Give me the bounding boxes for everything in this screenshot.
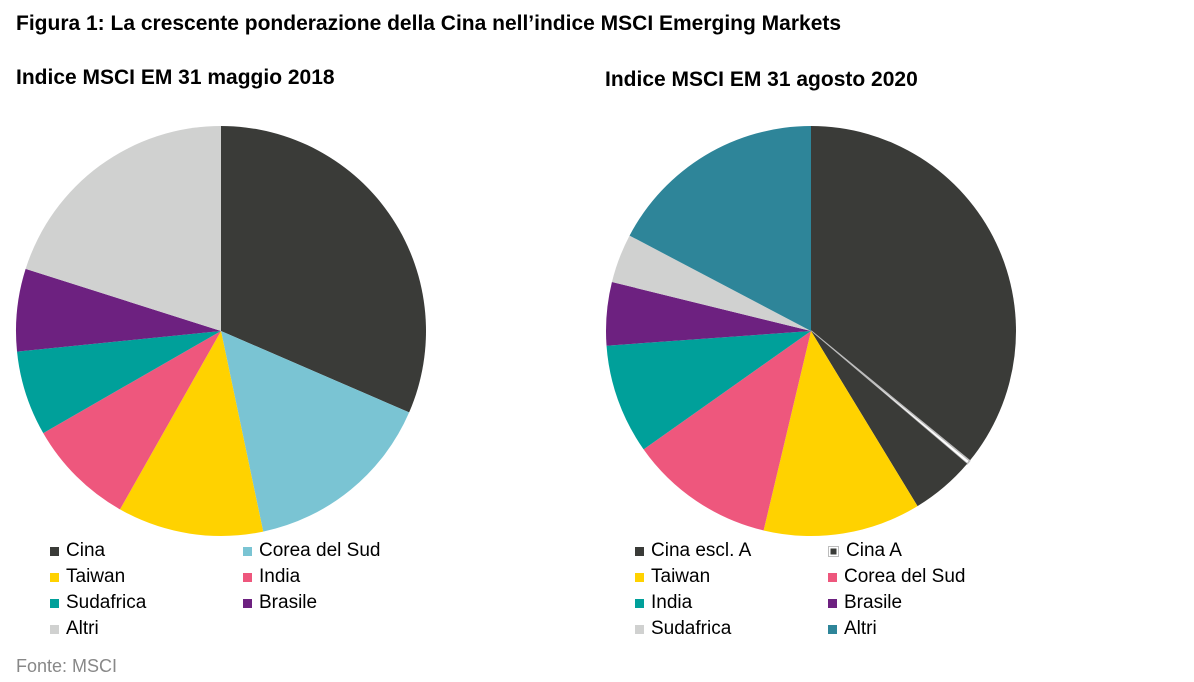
legend-item-2020-taiwan: Taiwan	[635, 566, 710, 588]
figure-title: Figura 1: La crescente ponderazione dell…	[16, 12, 842, 35]
legend-label-2020-india: India	[651, 592, 693, 613]
legend-label-2020-corea-del-sud: Corea del Sud	[844, 566, 966, 587]
legend-label-2020-taiwan: Taiwan	[651, 566, 711, 587]
legend-swatch-2020-cina-escl-a	[635, 546, 644, 556]
pie-slice-2020-india-5	[606, 331, 811, 450]
legend-swatch-2018-brasile	[243, 598, 252, 608]
legend-label-2018-cina: Cina	[66, 540, 106, 561]
legend-item-2018-altri: Altri	[50, 618, 99, 640]
legend-item-2020-cina-escl-a: Cina escl. A	[635, 540, 751, 562]
pie-slice-2020-corea-del-sud-4	[643, 331, 811, 531]
legend-label-2020-altri: Altri	[844, 618, 877, 639]
pie-slice-2020-altri-8	[629, 126, 811, 331]
legend-swatch-2018-corea-del-sud	[243, 546, 252, 556]
legend-item-2018-india: India	[243, 566, 300, 588]
legend-swatch-2020-altri	[828, 624, 837, 634]
pie-slice-2020-sudafrica-7	[611, 235, 811, 331]
legend-label-2018-brasile: Brasile	[259, 592, 318, 613]
legend-label-2018-taiwan: Taiwan	[66, 566, 126, 587]
legend-swatch-2020-cina-a	[828, 545, 839, 557]
legend-item-2018-corea-del-sud: Corea del Sud	[243, 540, 380, 562]
pie-slice-2020-cina-escl-a-0	[811, 126, 1016, 461]
legend-item-2020-brasile: Brasile	[828, 592, 902, 614]
pie-slice-2018-brasile-5	[16, 268, 222, 352]
pie-slice-2020-cina-escl-a-2	[811, 331, 968, 507]
legend-swatch-2020-brasile	[828, 598, 837, 608]
legend-item-2020-altri: Altri	[828, 618, 877, 640]
legend-label-2018-sudafrica: Sudafrica	[66, 592, 147, 613]
legend-swatch-2018-altri	[50, 624, 59, 634]
pie-slice-2020-brasile-6	[606, 282, 811, 346]
legend-swatch-2020-sudafrica	[635, 624, 644, 634]
legend-swatch-2018-cina	[50, 546, 59, 556]
legend-item-2018-sudafrica: Sudafrica	[50, 592, 146, 614]
legend-swatch-2020-taiwan	[635, 572, 644, 582]
legend-swatch-2018-india	[243, 572, 252, 582]
pie-slice-2018-cina-0	[221, 126, 427, 413]
pie-slice-2020-cina-a-1	[810, 330, 971, 465]
legend-item-2018-brasile: Brasile	[243, 592, 317, 614]
chart-title-2018: Indice MSCI EM 31 maggio 2018	[16, 66, 335, 89]
legend-label-2020-cina-a: Cina A	[846, 540, 902, 561]
pie-slice-2018-india-3	[43, 331, 221, 510]
legend-item-2020-sudafrica: Sudafrica	[635, 618, 731, 640]
chart-title-2020: Indice MSCI EM 31 agosto 2020	[605, 68, 918, 91]
legend-item-2020-corea-del-sud: Corea del Sud	[828, 566, 965, 588]
legend-item-2020-cina-a: Cina A	[828, 540, 902, 562]
legend-label-2020-sudafrica: Sudafrica	[651, 618, 732, 639]
pie-chart-2020	[606, 126, 1016, 536]
legend-item-2018-taiwan: Taiwan	[50, 566, 125, 588]
legend-label-2020-cina-escl-a: Cina escl. A	[651, 540, 752, 561]
legend-item-2018-cina: Cina	[50, 540, 105, 562]
pie-slice-2020-taiwan-3	[763, 331, 918, 536]
legend-swatch-2018-taiwan	[50, 572, 59, 582]
pie-slice-2018-altri-6	[25, 126, 221, 331]
pie-slice-2018-taiwan-2	[119, 331, 264, 536]
legend-swatch-2020-india	[635, 598, 644, 608]
source-note: Fonte: MSCI	[16, 656, 118, 676]
legend-swatch-2020-corea-del-sud	[828, 572, 837, 582]
legend-swatch-2018-sudafrica	[50, 598, 59, 608]
legend-label-2018-india: India	[259, 566, 301, 587]
legend-label-2018-altri: Altri	[66, 618, 99, 639]
pie-slice-2018-sudafrica-4	[17, 331, 222, 434]
pie-slice-2018-corea-del-sud-1	[221, 331, 410, 532]
pie-chart-2018	[16, 126, 427, 536]
legend-item-2020-india: India	[635, 592, 692, 614]
legend-label-2020-brasile: Brasile	[844, 592, 903, 613]
legend-label-2018-corea-del-sud: Corea del Sud	[259, 540, 381, 561]
